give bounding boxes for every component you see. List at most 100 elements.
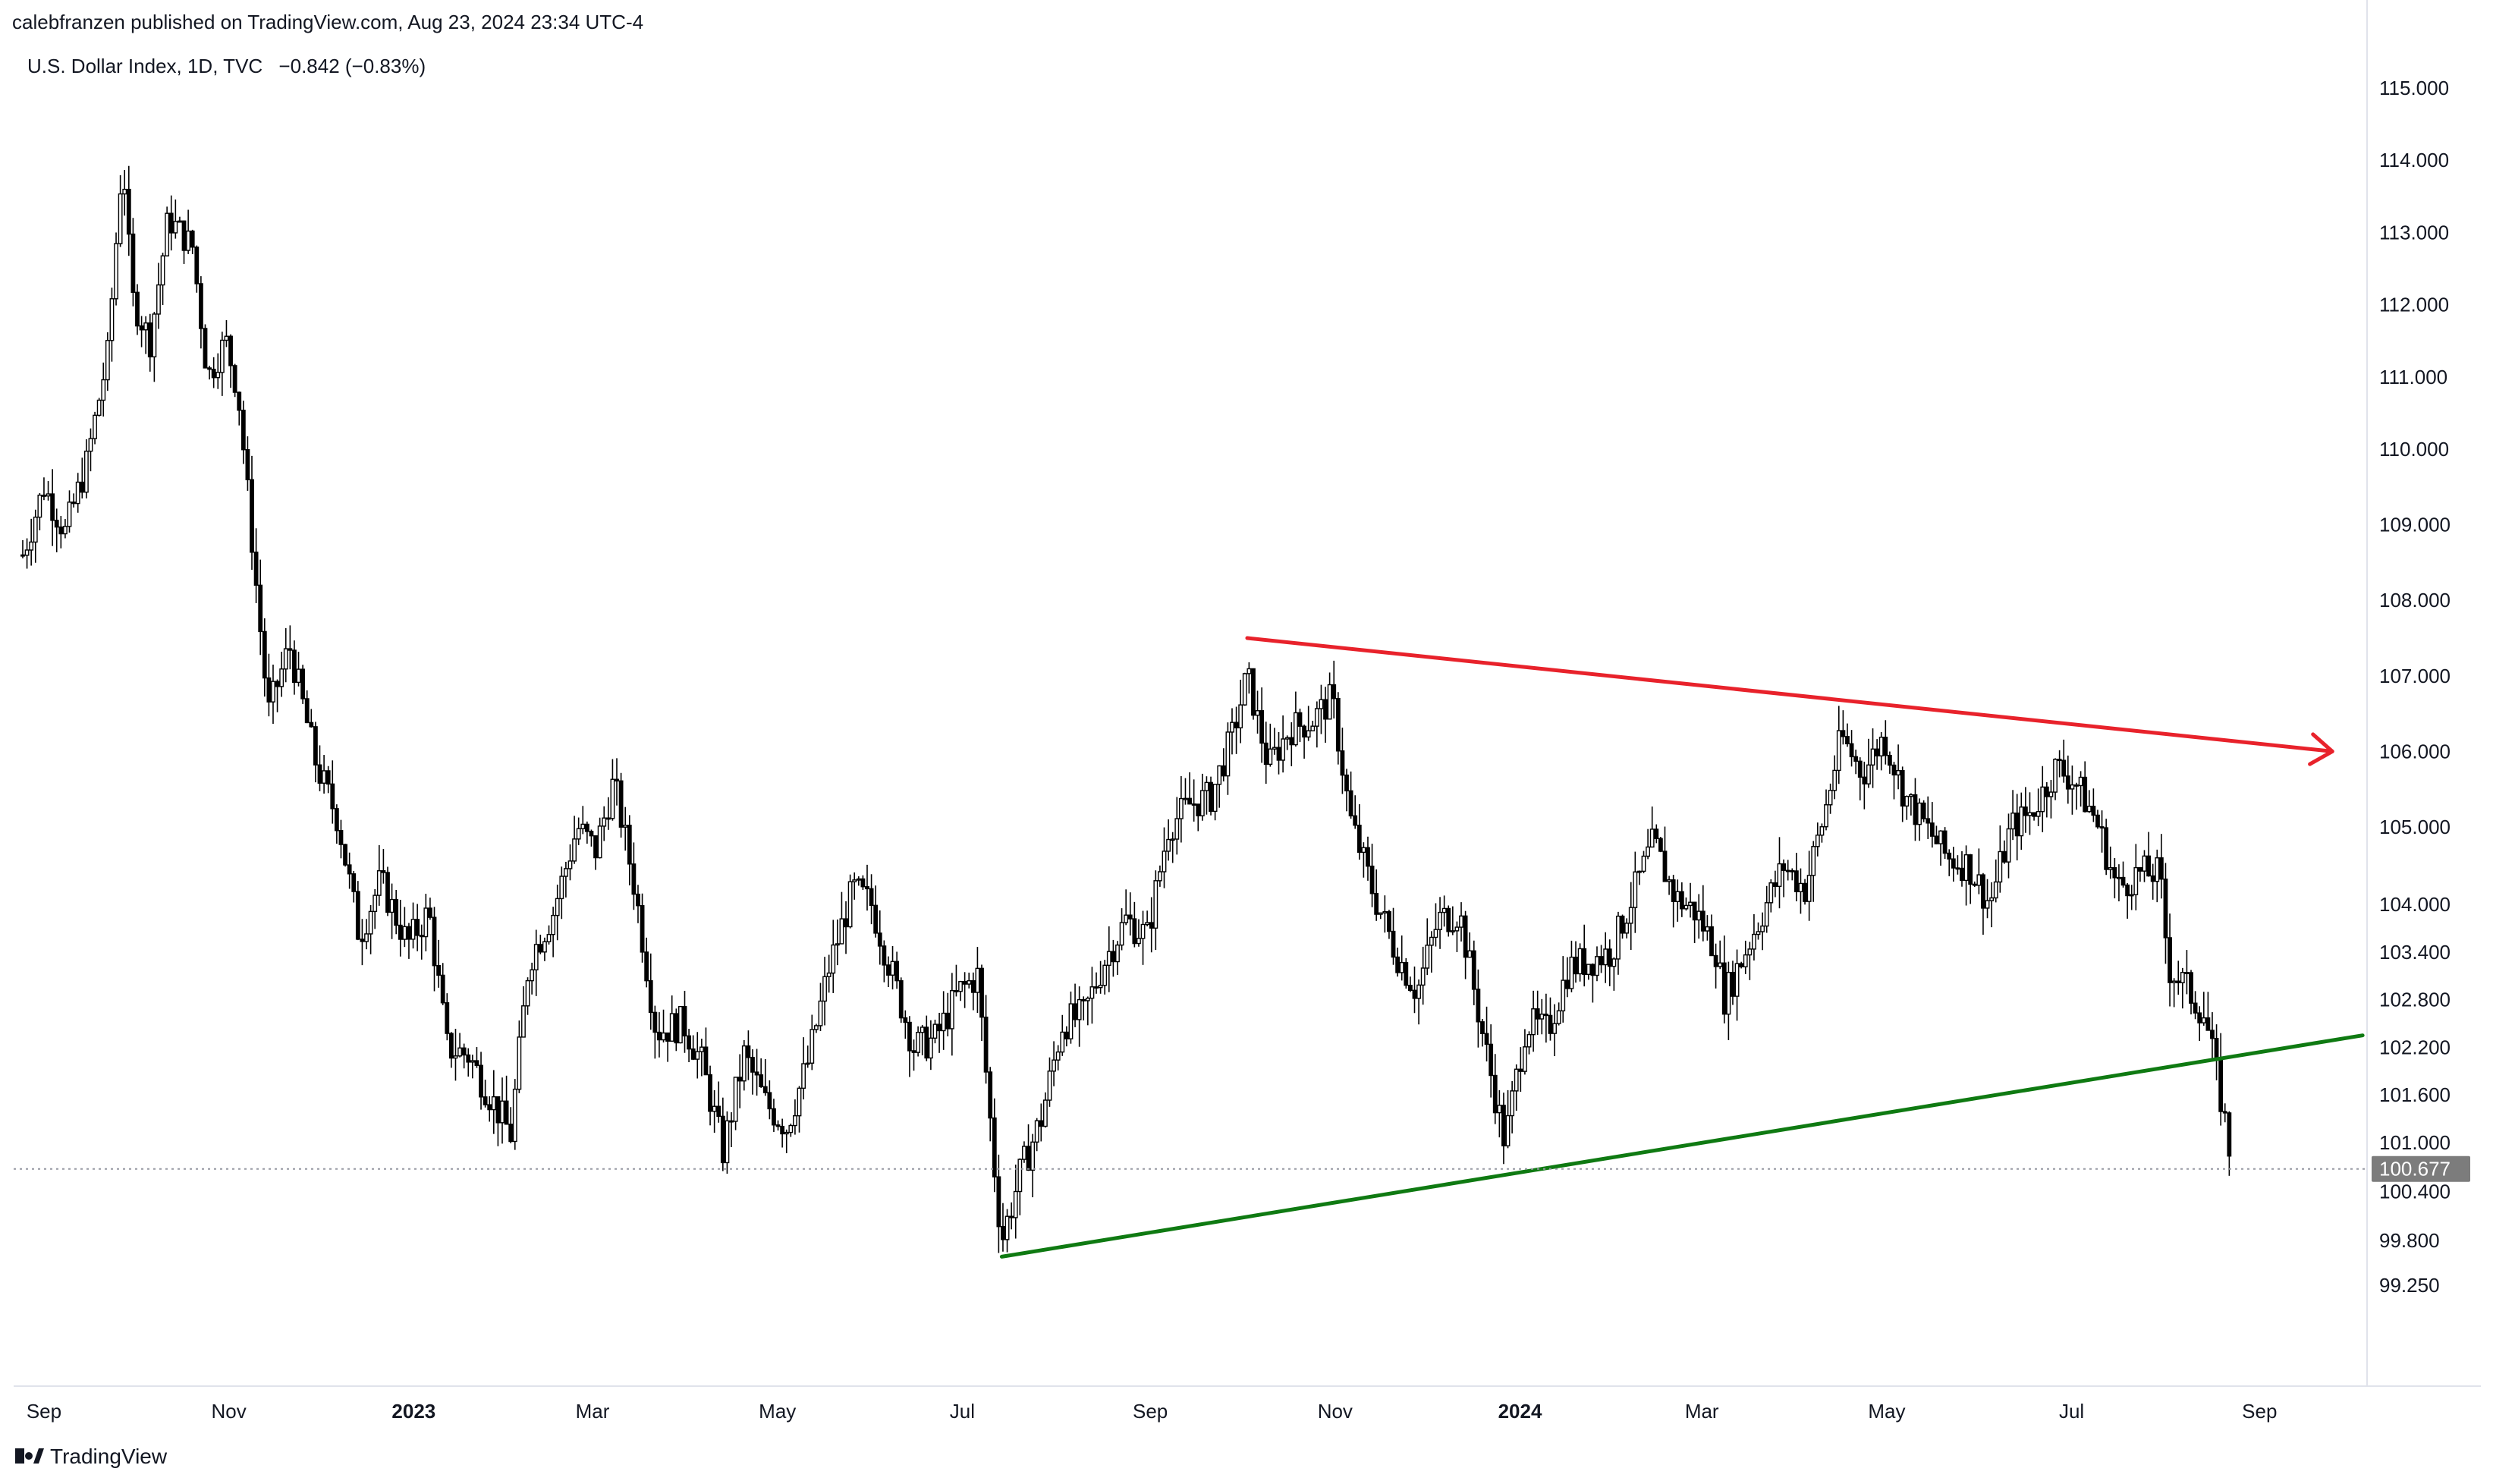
candle-body bbox=[1026, 1146, 1031, 1171]
last-price-label: 100.677 bbox=[2372, 1155, 2470, 1182]
candle-body bbox=[589, 831, 594, 837]
candle-body bbox=[2002, 850, 2007, 863]
candle-body bbox=[453, 1055, 458, 1059]
candle-body bbox=[1459, 915, 1463, 928]
candle-body bbox=[945, 1012, 951, 1030]
candle-body bbox=[173, 221, 178, 234]
candle-body bbox=[1917, 802, 1922, 825]
candle-body bbox=[1073, 1003, 1077, 1020]
candle-body bbox=[2193, 1002, 2198, 1014]
candle-body bbox=[2227, 1112, 2232, 1157]
y-tick-label: 99.250 bbox=[2379, 1274, 2440, 1297]
candle-body bbox=[2074, 784, 2079, 787]
candle-body bbox=[1756, 931, 1761, 935]
candle-body bbox=[1429, 936, 1434, 946]
candle-body bbox=[1238, 704, 1243, 728]
y-axis[interactable]: 115.000 114.000 113.000 112.000 111.000 110.0… bbox=[2379, 77, 2451, 1297]
candle-body bbox=[1297, 712, 1303, 727]
x-tick-label: 2024 bbox=[1498, 1400, 1542, 1423]
x-axis[interactable]: Sep Nov 2023 Mar May Jul Sep Nov 2024 Mar May Jul Se… bbox=[27, 1400, 2278, 1423]
candle-body bbox=[96, 399, 102, 417]
candle-body bbox=[1042, 1099, 1048, 1127]
candle-body bbox=[1649, 828, 1655, 848]
candle-body bbox=[29, 541, 34, 551]
candle-body bbox=[1111, 951, 1116, 963]
candle-body bbox=[1798, 882, 1803, 892]
candle-body bbox=[907, 1021, 912, 1052]
candle-body bbox=[2014, 813, 2020, 837]
candle-body bbox=[428, 907, 432, 918]
candle-body bbox=[130, 233, 136, 293]
candle-body bbox=[2125, 884, 2130, 897]
y-tick-label: 106.000 bbox=[2379, 740, 2451, 762]
candle-body bbox=[1832, 769, 1838, 791]
x-tick-label: May bbox=[1868, 1400, 1905, 1423]
brand-label: TradingView bbox=[50, 1445, 168, 1468]
candle-body bbox=[203, 328, 208, 369]
candle-body bbox=[1637, 870, 1642, 873]
candle-body bbox=[122, 188, 127, 195]
candle-body bbox=[1145, 922, 1150, 926]
y-tick-label: 100.400 bbox=[2379, 1180, 2451, 1203]
candle-body bbox=[737, 1077, 743, 1082]
candle-body bbox=[1679, 891, 1684, 910]
candle-body bbox=[2083, 776, 2088, 813]
candle-body bbox=[1047, 1071, 1052, 1101]
symbol-name[interactable]: U.S. Dollar Index, 1D, TVC bbox=[27, 55, 263, 77]
candle-body bbox=[1289, 737, 1294, 746]
candle-body bbox=[1595, 956, 1599, 976]
candle-body bbox=[2146, 855, 2151, 877]
candle-body bbox=[1089, 986, 1095, 999]
candle-body bbox=[63, 526, 68, 535]
candle-body bbox=[869, 888, 874, 907]
candle-body bbox=[932, 1023, 938, 1039]
x-tick-label: Jul bbox=[950, 1400, 975, 1423]
x-tick-label: Mar bbox=[1685, 1400, 1719, 1423]
candle-body bbox=[394, 898, 399, 926]
resistance-line bbox=[1245, 636, 2334, 753]
candle-body bbox=[2053, 759, 2058, 793]
candle-body bbox=[1433, 929, 1438, 939]
candle-body bbox=[1824, 804, 1828, 828]
tradingview-footer[interactable]: TradingView bbox=[15, 1445, 167, 1469]
candle-body bbox=[1323, 699, 1328, 720]
candle-body bbox=[970, 979, 976, 993]
candle-body bbox=[54, 520, 59, 528]
candle-body bbox=[152, 313, 157, 358]
candle-body bbox=[190, 230, 195, 248]
candle-body bbox=[181, 220, 187, 251]
candle-body bbox=[1030, 1141, 1036, 1171]
candle-body bbox=[772, 1108, 776, 1126]
candle-body bbox=[729, 1120, 734, 1123]
candle-body bbox=[1234, 722, 1239, 728]
candle-body bbox=[1518, 1068, 1523, 1072]
candle-body bbox=[2117, 876, 2121, 879]
candle-body bbox=[58, 526, 64, 535]
x-tick-label: Sep bbox=[27, 1400, 61, 1423]
candle-body bbox=[1438, 911, 1442, 930]
candle-body bbox=[835, 943, 840, 946]
candle-body bbox=[500, 1100, 505, 1124]
candle-body bbox=[1900, 769, 1905, 807]
candle-body bbox=[551, 914, 556, 935]
candle-body bbox=[975, 967, 980, 993]
candle-body bbox=[810, 1029, 815, 1064]
candle-body bbox=[1098, 985, 1103, 989]
candle-body bbox=[636, 893, 640, 907]
y-tick-label: 104.000 bbox=[2379, 893, 2451, 916]
candle-body bbox=[937, 1023, 942, 1032]
candle-body bbox=[1747, 948, 1753, 956]
candle-body bbox=[1836, 730, 1841, 772]
candle-body bbox=[1204, 781, 1209, 791]
candle-body bbox=[160, 255, 165, 286]
candle-body bbox=[1199, 790, 1205, 816]
candle-body bbox=[491, 1096, 496, 1111]
candle-body bbox=[1017, 1159, 1023, 1193]
candle-body bbox=[1586, 964, 1591, 975]
candle-body bbox=[1582, 948, 1587, 975]
candle-body bbox=[725, 1120, 730, 1164]
candle-body bbox=[2210, 1030, 2215, 1039]
candle-body bbox=[440, 974, 445, 1004]
candle-body bbox=[1251, 668, 1256, 716]
